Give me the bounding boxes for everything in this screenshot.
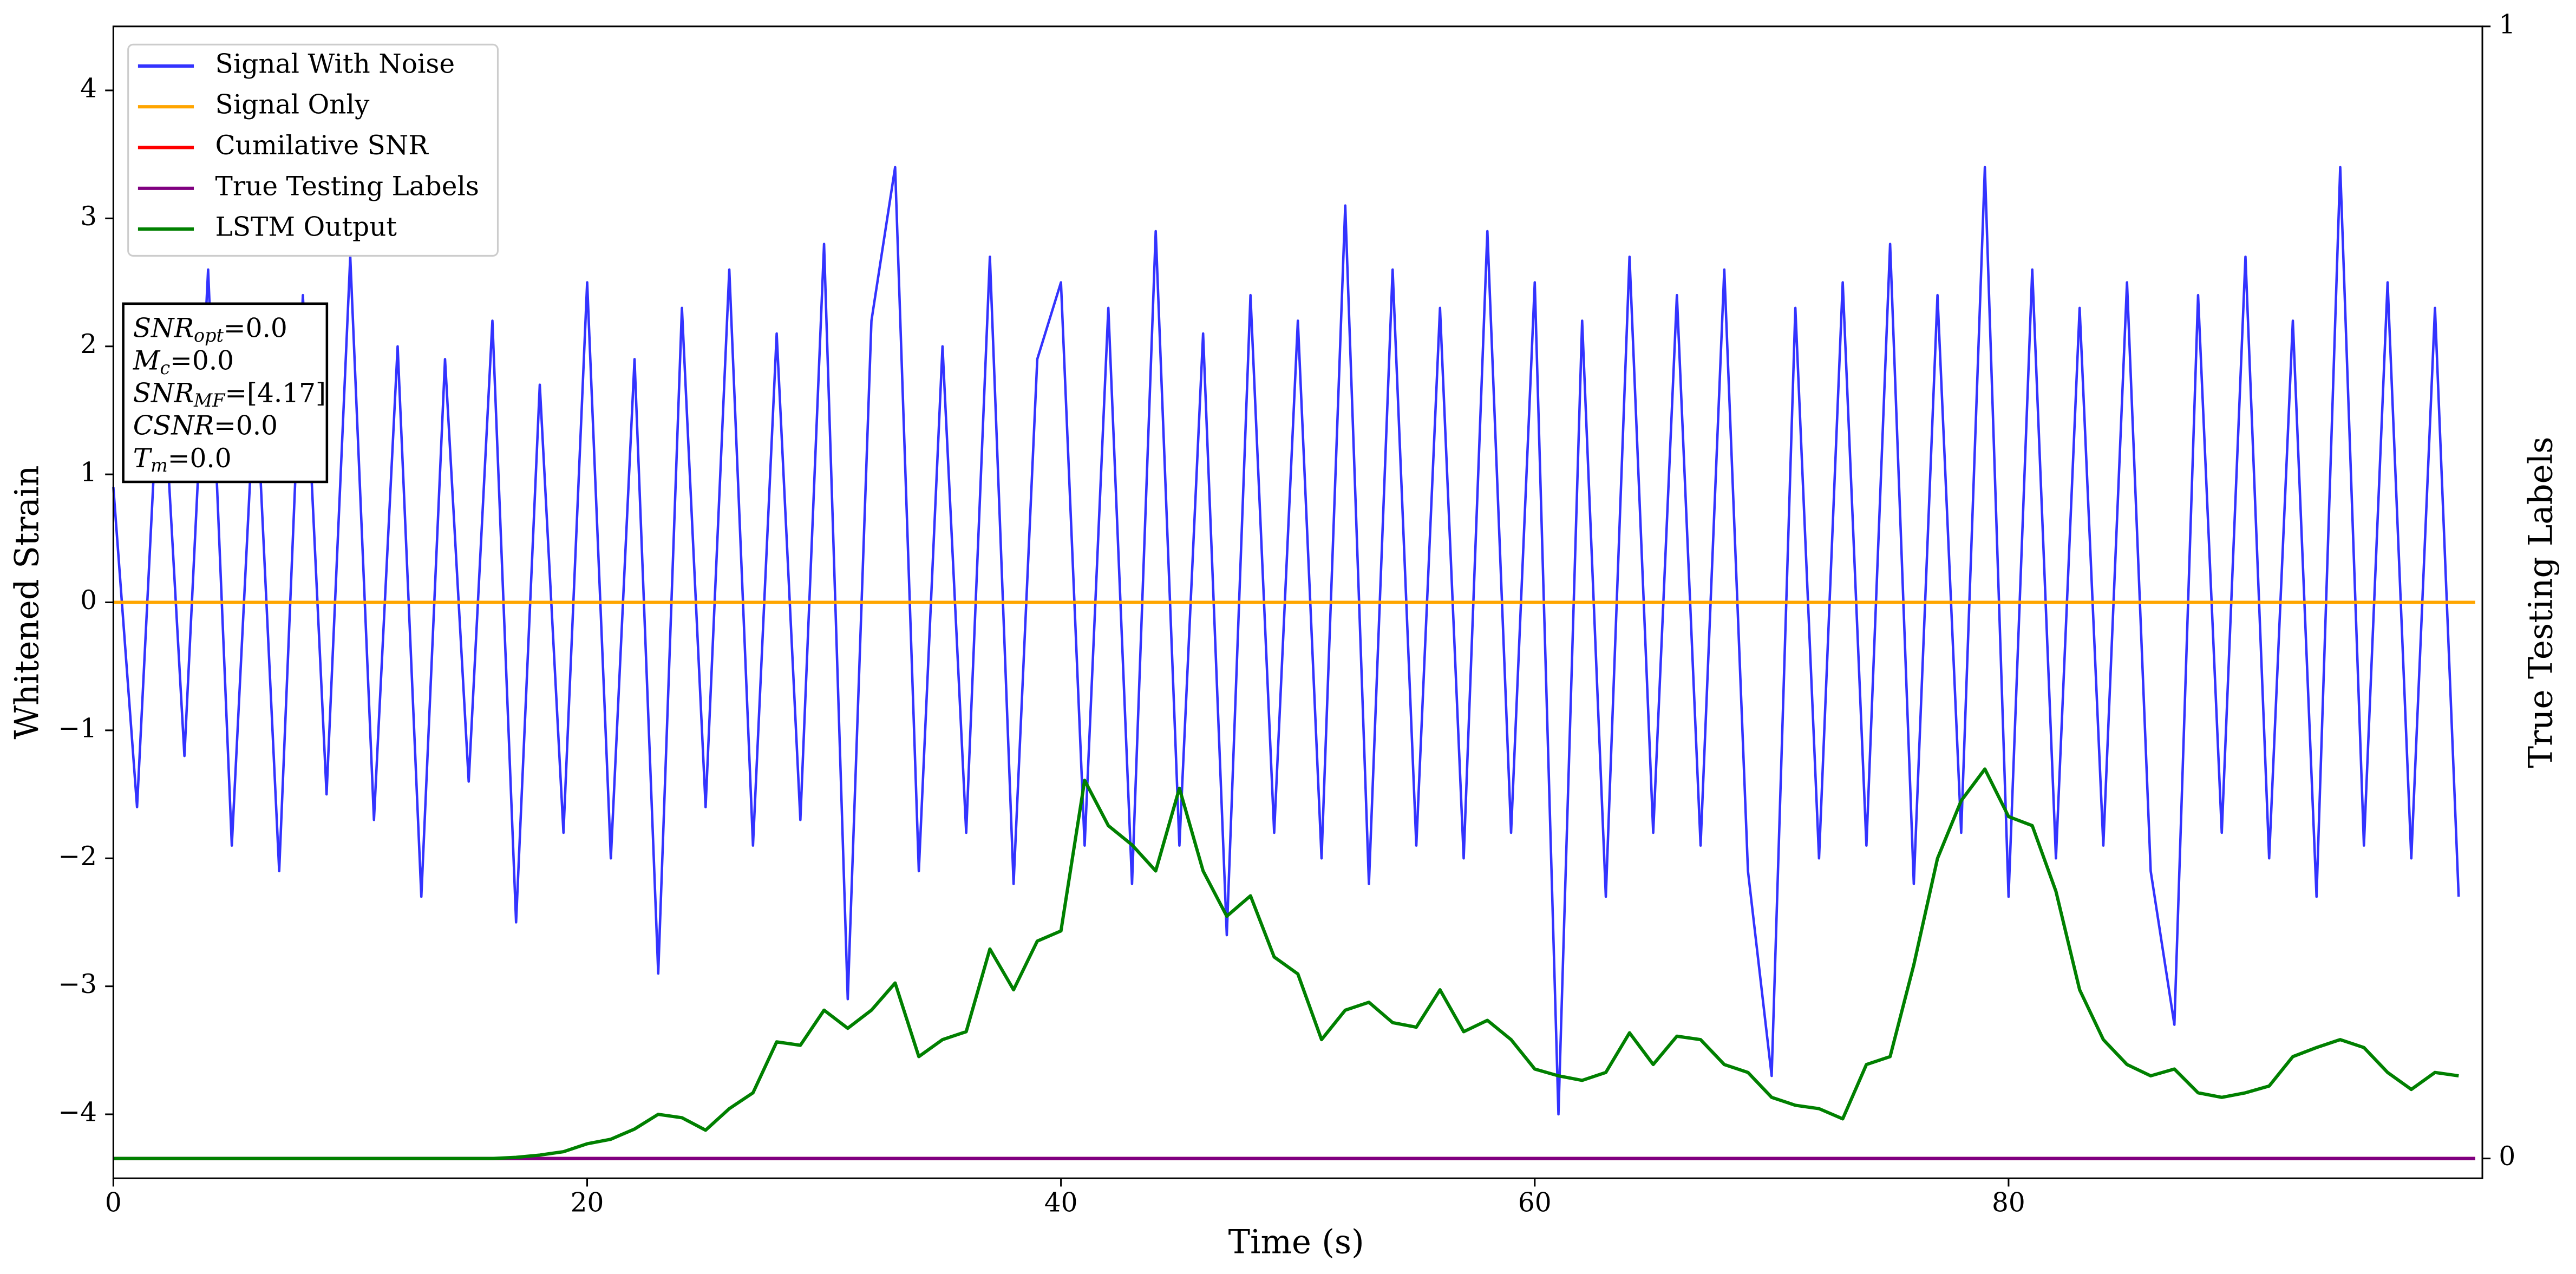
y-tick-label: 3 [80, 201, 97, 232]
annotation-line: Mc=0.0 [133, 345, 234, 378]
annotation-value: =0.0 [224, 313, 287, 343]
annotation: SNRopt=0.0Mc=0.0SNRMF=[4.17]CSNR=0.0Tm=0… [122, 302, 329, 484]
legend-label: Signal Only [215, 90, 370, 120]
annotation-box [122, 302, 329, 484]
y-tick-label: 0 [80, 585, 97, 616]
annotation-symbol: SNR [133, 313, 194, 343]
x-tick-label: 40 [1044, 1187, 1078, 1218]
series-line [113, 767, 2459, 1160]
annotation-value: =0.0 [170, 345, 234, 376]
annotation-line: SNRopt=0.0 [133, 313, 287, 346]
annotation-line: Tm=0.0 [133, 443, 232, 476]
y2-tick-label: 0 [2499, 1141, 2515, 1172]
annotation-symbol: CSNR [133, 410, 214, 441]
annotation-line: SNRMF=[4.17] [133, 378, 326, 411]
legend-label: LSTM Output [215, 212, 397, 242]
annotation-symbol: T [133, 443, 153, 473]
annotation-subscript: c [160, 357, 170, 378]
legend: Signal With Noise Signal Only Cumilative S… [127, 43, 499, 257]
annotation-line: CSNR=0.0 [133, 410, 278, 441]
y-tick-label: −2 [58, 841, 97, 872]
y-tick-label: 2 [80, 329, 97, 360]
x-tick-label: 20 [571, 1187, 604, 1218]
y2-axis-label: True Testing Labels [2522, 436, 2560, 768]
y-tick-label: 1 [80, 458, 97, 488]
x-tick-label: 60 [1518, 1187, 1552, 1218]
annotation-value: =0.0 [214, 410, 278, 441]
y-tick-label: 4 [80, 73, 97, 103]
x-tick-label: 80 [1992, 1187, 2025, 1218]
annotation-subscript: m [151, 455, 168, 476]
plot-area [112, 166, 2475, 1160]
annotation-symbol: M [133, 345, 161, 376]
legend-box [127, 43, 499, 257]
legend-label: Signal With Noise [215, 49, 455, 79]
annotation-subscript: opt [194, 325, 224, 346]
annotation-subscript: MF [193, 390, 226, 411]
series-line [112, 166, 2460, 1116]
y2-tick-label: 1 [2499, 9, 2515, 40]
x-tick-label: 0 [105, 1187, 122, 1218]
annotation-symbol: SNR [133, 378, 194, 408]
y-tick-label: −1 [58, 713, 97, 743]
annotation-value: =[4.17] [225, 378, 326, 408]
legend-label: Cumilative SNR [215, 130, 429, 161]
legend-label: True Testing Labels [215, 171, 479, 201]
annotation-value: =0.0 [168, 443, 232, 473]
y-tick-label: −4 [58, 1097, 97, 1127]
y-axis-label: Whitened Strain [9, 465, 47, 739]
x-axis-label: Time (s) [1228, 1223, 1364, 1261]
y-tick-label: −3 [58, 969, 97, 999]
